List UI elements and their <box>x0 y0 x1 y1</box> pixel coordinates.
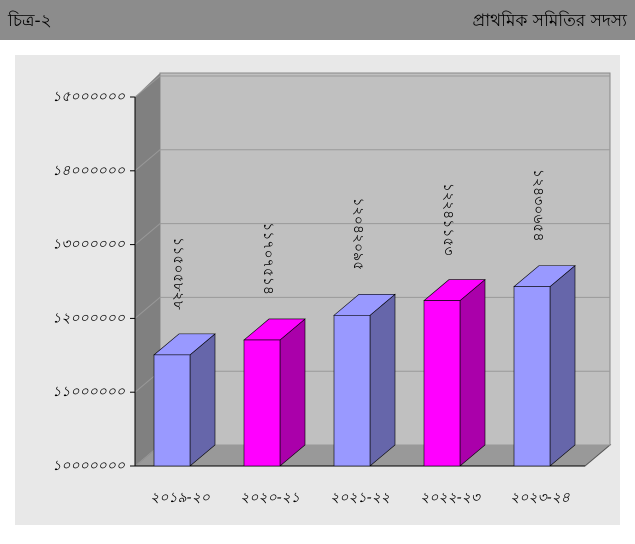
x-tick-label: ২০২০-২১ <box>240 490 300 506</box>
y-tick-label: ১৪০০০০০০ <box>52 163 126 179</box>
bar <box>423 300 461 467</box>
x-tick-label: ২০২২-২৩ <box>420 490 482 506</box>
grid-line <box>134 149 610 172</box>
bar <box>243 339 281 467</box>
bar-side <box>279 318 306 467</box>
bar <box>333 314 371 467</box>
data-label: ১১৫০৫৮২৮ <box>170 237 186 310</box>
bar-side <box>189 333 216 467</box>
y-tick-label: ১৫০০০০০০ <box>52 89 126 105</box>
x-tick-label: ২০২৩-২৪ <box>510 490 571 506</box>
data-label: ১১৭০৭৫১৪ <box>260 222 276 295</box>
y-tick-label: ১৩০০০০০০ <box>52 237 126 253</box>
data-label: ১২০৪২০৯৫ <box>350 198 366 271</box>
bar-side <box>369 293 396 467</box>
x-tick-label: ২০১৯-২০ <box>150 490 211 506</box>
data-label: ১২২৪১১৫৩ <box>440 183 456 256</box>
bar <box>153 354 191 467</box>
header-right: প্রাথমিক সমিতির সদস্য <box>473 10 629 31</box>
header-left: চিত্র-২ <box>7 10 52 31</box>
y-tick-label: ১১০০০০০০ <box>52 384 126 400</box>
bar-side <box>549 264 576 467</box>
grid-line <box>134 75 610 98</box>
x-tick-label: ২০২১-২২ <box>330 490 390 506</box>
y-tick-label: ১০০০০০০০ <box>52 458 126 474</box>
header-bar <box>0 0 635 40</box>
data-label: ১২৪৩০৬৫৪ <box>530 169 546 242</box>
bar <box>513 286 551 467</box>
y-tick-label: ১২০০০০০০ <box>52 310 126 326</box>
bar-side <box>459 278 486 467</box>
grid-line <box>134 223 610 245</box>
